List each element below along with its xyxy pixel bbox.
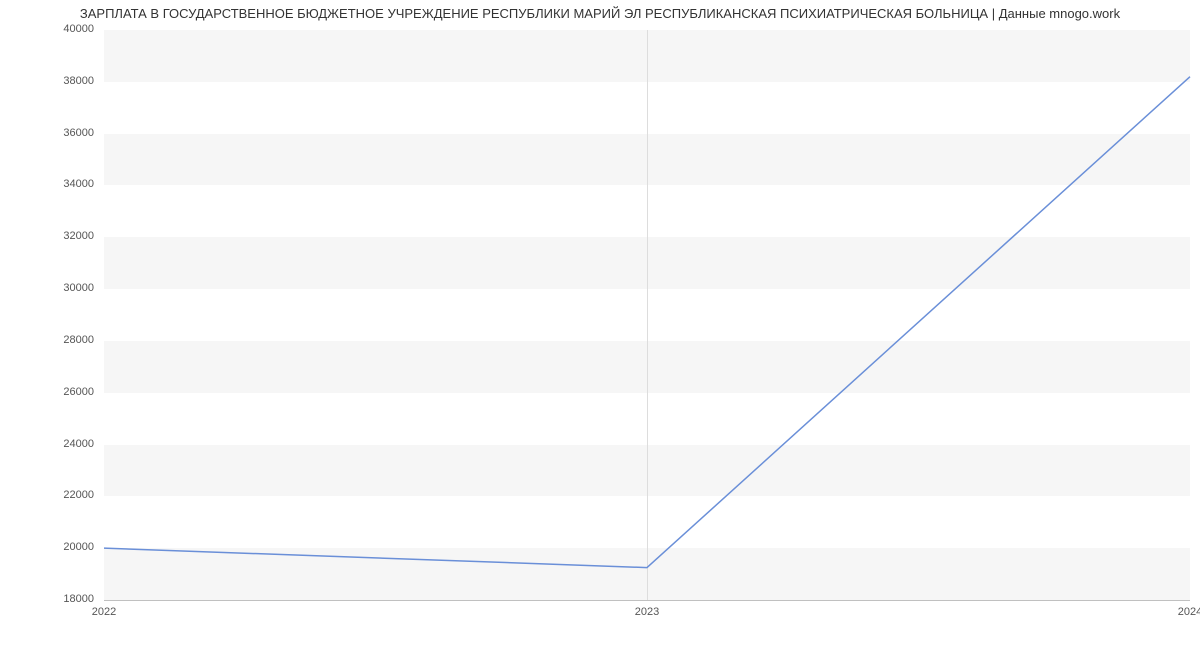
- ytick-label: 30000: [34, 282, 94, 294]
- x-axis-line: [104, 600, 1190, 601]
- ytick-label: 38000: [34, 75, 94, 87]
- line-salary: [104, 77, 1190, 568]
- ytick-label: 20000: [34, 541, 94, 553]
- ytick-label: 36000: [34, 127, 94, 139]
- chart-title: ЗАРПЛАТА В ГОСУДАРСТВЕННОЕ БЮДЖЕТНОЕ УЧР…: [0, 6, 1200, 21]
- ytick-label: 22000: [34, 489, 94, 501]
- ytick-label: 28000: [34, 334, 94, 346]
- ytick-label: 24000: [34, 438, 94, 450]
- ytick-label: 18000: [34, 593, 94, 605]
- ytick-label: 34000: [34, 178, 94, 190]
- plot-area: 1800020000220002400026000280003000032000…: [104, 30, 1190, 600]
- xtick-label: 2023: [617, 606, 677, 618]
- ytick-label: 32000: [34, 230, 94, 242]
- xtick-label: 2022: [74, 606, 134, 618]
- ytick-label: 40000: [34, 23, 94, 35]
- series-line: [104, 30, 1190, 600]
- ytick-label: 26000: [34, 386, 94, 398]
- xtick-label: 2024: [1160, 606, 1200, 618]
- salary-chart: ЗАРПЛАТА В ГОСУДАРСТВЕННОЕ БЮДЖЕТНОЕ УЧР…: [0, 0, 1200, 650]
